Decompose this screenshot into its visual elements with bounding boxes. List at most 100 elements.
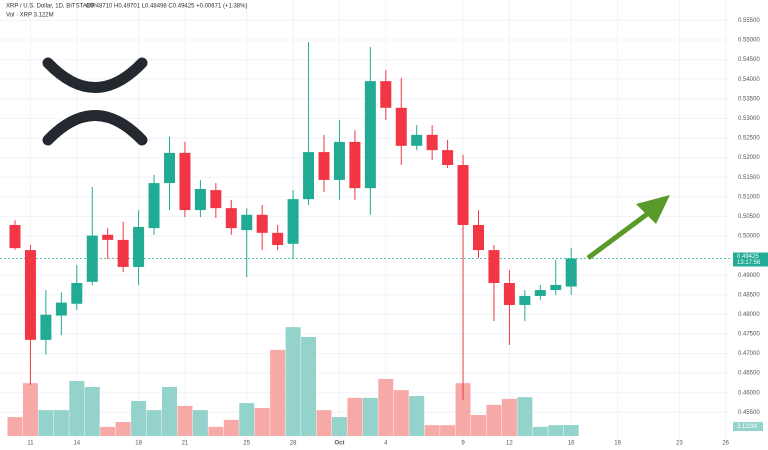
- candle-body: [71, 283, 83, 304]
- candle-body: [349, 141, 361, 189]
- volume-bar: [501, 398, 517, 436]
- candle-body: [24, 250, 36, 340]
- y-tick-label: 0.47500: [738, 332, 760, 338]
- candle-body: [380, 81, 392, 108]
- candle-body: [550, 284, 562, 291]
- candle-body: [411, 134, 423, 146]
- volume-bar: [38, 410, 54, 436]
- volume-tag-label: 3.122M: [737, 424, 757, 430]
- candle-body: [102, 234, 114, 240]
- candle-body: [256, 214, 268, 233]
- volume-tag: [733, 422, 763, 432]
- candle-body: [179, 152, 191, 211]
- volume-bar: [486, 404, 502, 436]
- volume-bar: [84, 387, 100, 436]
- x-tick-label: 12: [506, 441, 513, 447]
- volume-bar: [347, 397, 363, 436]
- candle-body: [194, 188, 206, 211]
- candle-body: [503, 283, 515, 305]
- candle-body: [9, 225, 21, 249]
- candle-body: [565, 258, 577, 287]
- volume-bar: [254, 408, 270, 436]
- x-tick-label: 18: [135, 441, 142, 447]
- volume-bar: [440, 425, 456, 436]
- candle-body: [148, 183, 160, 229]
- y-tick-label: 0.47000: [738, 351, 760, 357]
- x-tick-label: 4: [384, 441, 388, 447]
- volume-bar: [455, 383, 471, 436]
- xrp-logo: [42, 57, 148, 146]
- y-tick-label: 0.52500: [738, 136, 760, 142]
- candle-body: [303, 152, 315, 200]
- candle-body: [40, 314, 52, 340]
- candle-body: [519, 295, 531, 305]
- volume-bar: [378, 378, 394, 436]
- y-tick-label: 0.52000: [738, 155, 760, 161]
- volume-bar: [192, 410, 208, 436]
- y-tick-label: 0.45500: [738, 410, 760, 416]
- volume-bar: [223, 419, 239, 436]
- candle-body: [272, 232, 284, 245]
- candle-body: [55, 302, 67, 316]
- price-tag: [733, 252, 768, 267]
- candle-body: [488, 250, 500, 284]
- volume-bar: [53, 410, 69, 436]
- x-tick-label: 21: [182, 441, 189, 447]
- candle-body: [287, 199, 299, 244]
- candle-body: [333, 141, 345, 180]
- volume-bar: [393, 390, 409, 436]
- volume-bar: [69, 381, 85, 436]
- countdown-label: 13:17:56: [737, 260, 761, 266]
- volume-bar: [563, 425, 579, 436]
- y-tick-label: 0.48000: [738, 312, 760, 318]
- candle-body: [473, 225, 484, 251]
- candle-body: [86, 235, 98, 282]
- volume-bar: [100, 426, 116, 436]
- volume-bar: [517, 397, 533, 436]
- y-tick-label: 0.53000: [738, 116, 760, 122]
- candle-body: [133, 226, 145, 267]
- y-tick-label: 0.51500: [738, 175, 760, 181]
- volume-bar: [362, 397, 378, 436]
- volume-bar: [131, 401, 147, 436]
- volume-bar: [548, 425, 564, 436]
- volume-bar: [146, 410, 162, 436]
- volume-header: Vol · XRP 3.122M: [6, 13, 54, 19]
- logo-bottom: [42, 110, 148, 146]
- y-tick-label: 0.49000: [738, 273, 760, 279]
- y-tick-label: 0.51000: [738, 194, 760, 200]
- candle-body: [210, 190, 222, 209]
- y-tick-label: 0.53500: [738, 96, 760, 102]
- candle-body: [395, 107, 407, 146]
- volume-bar: [7, 417, 23, 436]
- price-tag-label: 0.49425: [737, 254, 759, 260]
- x-tick-label: 11: [27, 441, 34, 447]
- volume-bar: [115, 422, 131, 436]
- volume-bar: [316, 410, 332, 436]
- arrow-shaft: [586, 209, 652, 261]
- x-tick-label: 28: [290, 441, 297, 447]
- volume-bar: [532, 426, 548, 436]
- x-tick-label: Oct: [334, 441, 344, 447]
- y-tick-label: 0.50000: [738, 234, 760, 240]
- y-tick-label: 0.54500: [738, 57, 760, 63]
- y-tick-label: 0.50500: [738, 214, 760, 220]
- x-tick-label: 25: [243, 441, 250, 447]
- volume-bar: [177, 405, 193, 436]
- volume-bar: [22, 383, 38, 436]
- volume-bar: [409, 396, 425, 436]
- arrow-head: [636, 195, 670, 224]
- candle-body: [164, 152, 175, 184]
- y-tick-label: 0.54000: [738, 77, 760, 83]
- x-tick-label: 14: [73, 441, 80, 447]
- x-tick-label: 9: [461, 441, 465, 447]
- candle-body: [318, 152, 330, 180]
- candle-body: [457, 165, 469, 225]
- volume-bar: [208, 426, 224, 436]
- x-tick-label: 26: [722, 441, 729, 447]
- candle-body: [241, 214, 253, 231]
- volume-bar: [301, 336, 317, 436]
- candle-body: [426, 134, 438, 151]
- y-tick-label: 0.55000: [738, 38, 760, 44]
